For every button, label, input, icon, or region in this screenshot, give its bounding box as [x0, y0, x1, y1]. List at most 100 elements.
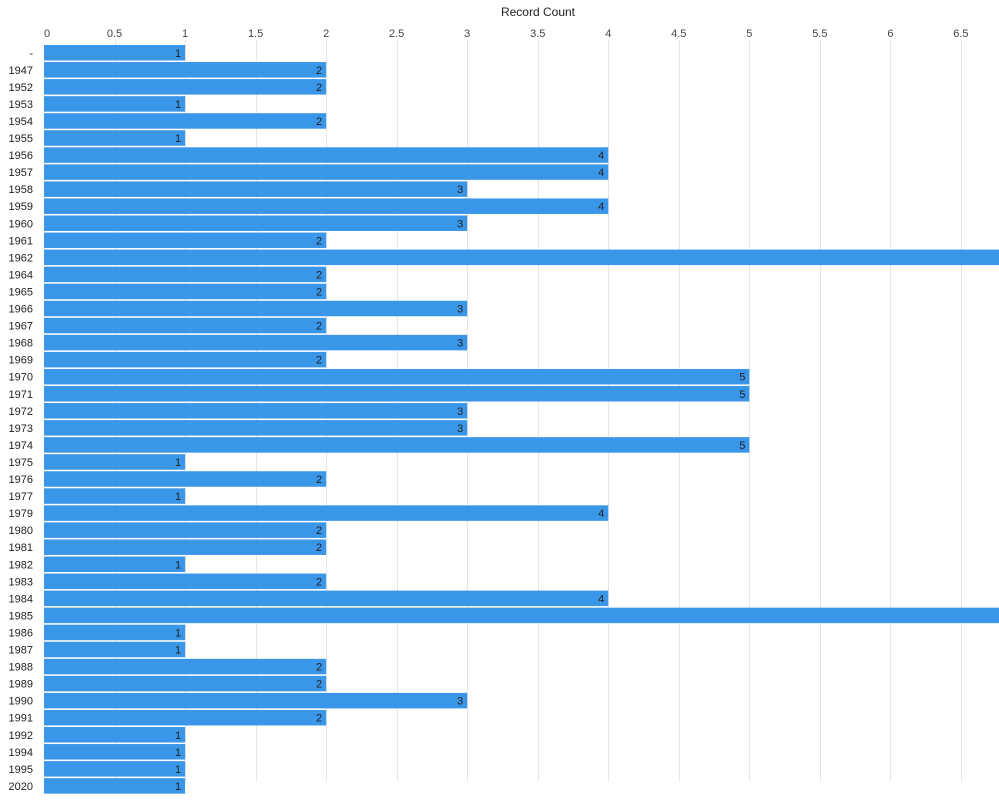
category-label: 1977: [9, 491, 33, 503]
bar[interactable]: [44, 454, 186, 470]
bar[interactable]: [44, 692, 468, 709]
category-label: 1981: [9, 542, 33, 554]
data-label: 2: [316, 82, 322, 94]
bar[interactable]: [44, 386, 750, 402]
label-layer: - 1 1947 2 1952 2 1953 1 1954 2 1955 1 1956 4 1957 4 195…: [9, 48, 746, 793]
x-tick-label: 3: [464, 28, 470, 40]
category-label: 1964: [9, 269, 33, 281]
data-label: 1: [175, 457, 181, 469]
bar[interactable]: [44, 488, 186, 504]
bar[interactable]: [44, 181, 468, 197]
category-label: 1983: [9, 576, 33, 588]
bar[interactable]: [44, 317, 327, 334]
category-label: 1989: [9, 679, 33, 691]
data-label: 2: [316, 662, 322, 674]
bar[interactable]: [44, 164, 609, 180]
data-label: 2: [316, 116, 322, 128]
category-label: 1976: [9, 474, 33, 486]
bar[interactable]: [44, 437, 750, 453]
bar[interactable]: [44, 215, 468, 232]
bar[interactable]: [44, 420, 468, 436]
category-label: 1982: [9, 559, 33, 571]
bar[interactable]: [44, 351, 327, 368]
bar[interactable]: [44, 709, 327, 726]
x-tick-label: 5.5: [812, 28, 827, 40]
bar[interactable]: [44, 658, 327, 675]
bar[interactable]: [44, 300, 468, 317]
bar[interactable]: [44, 624, 186, 641]
bar[interactable]: [44, 334, 468, 351]
x-tick-label: 6: [887, 28, 893, 40]
category-label: 1970: [9, 372, 33, 384]
bar[interactable]: [44, 778, 186, 794]
data-label: 2: [316, 576, 322, 588]
bar[interactable]: [44, 79, 327, 95]
data-label: 2: [316, 355, 322, 367]
bar[interactable]: [44, 471, 327, 487]
data-label: 3: [457, 406, 463, 418]
category-label: 1959: [9, 201, 33, 213]
category-label: 1961: [9, 235, 33, 247]
bar[interactable]: [44, 266, 327, 283]
x-tick-label: 6.5: [953, 28, 968, 40]
bar[interactable]: [44, 539, 327, 555]
category-label: 1953: [9, 99, 33, 111]
category-label: 1969: [9, 355, 33, 367]
bar[interactable]: [44, 505, 609, 521]
bar[interactable]: [44, 113, 327, 129]
x-tick-label: 0.5: [107, 28, 122, 40]
bar[interactable]: [44, 198, 609, 214]
category-label: 1962: [9, 252, 33, 264]
category-label: 1992: [9, 730, 33, 742]
bar[interactable]: [44, 130, 186, 146]
data-label: 1: [175, 491, 181, 503]
data-label: 3: [457, 304, 463, 316]
bar[interactable]: [44, 522, 327, 538]
bar[interactable]: [44, 403, 468, 419]
data-label: 1: [175, 781, 181, 793]
category-label: 1980: [9, 525, 33, 537]
category-label: 1994: [9, 747, 33, 759]
data-label: 1: [175, 133, 181, 145]
bar[interactable]: [44, 249, 999, 266]
bar[interactable]: [44, 641, 186, 658]
category-label: 1954: [9, 116, 33, 128]
category-label: 1947: [9, 65, 33, 77]
data-label: 3: [457, 423, 463, 435]
category-label: 1958: [9, 184, 33, 196]
bar[interactable]: [44, 283, 327, 300]
data-label: 2: [316, 65, 322, 77]
bar[interactable]: [44, 368, 750, 385]
category-label: 2020: [9, 781, 33, 793]
data-label: 4: [598, 593, 604, 605]
data-label: 1: [175, 747, 181, 759]
data-label: 1: [175, 730, 181, 742]
bar[interactable]: [44, 147, 609, 163]
bar[interactable]: [44, 45, 186, 61]
x-tick-label: 0: [44, 28, 50, 40]
category-label: 1974: [9, 440, 33, 452]
bar[interactable]: [44, 573, 327, 590]
bar[interactable]: [44, 232, 327, 249]
data-label: 1: [175, 645, 181, 657]
bar[interactable]: [44, 590, 609, 607]
bar[interactable]: [44, 96, 186, 112]
data-label: 1: [175, 48, 181, 60]
bar[interactable]: [44, 761, 186, 777]
x-axis-title: Record Count: [501, 5, 576, 19]
category-label: 1979: [9, 508, 33, 520]
data-label: 3: [457, 184, 463, 196]
data-label: 2: [316, 269, 322, 281]
category-label: 1995: [9, 764, 33, 776]
bar[interactable]: [44, 607, 999, 624]
bar[interactable]: [44, 727, 186, 743]
bar[interactable]: [44, 62, 327, 78]
bar[interactable]: [44, 675, 327, 692]
category-label: 1967: [9, 321, 33, 333]
bar[interactable]: [44, 744, 186, 760]
bar[interactable]: [44, 556, 186, 573]
data-label: 5: [739, 440, 745, 452]
category-label: 1973: [9, 423, 33, 435]
category-label: 1984: [9, 593, 33, 605]
